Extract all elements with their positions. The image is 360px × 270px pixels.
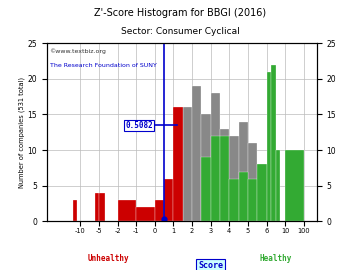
Bar bbox=[99, 193, 105, 221]
Bar bbox=[118, 200, 136, 221]
Bar bbox=[271, 65, 276, 221]
Bar bbox=[164, 179, 174, 221]
Text: Z'-Score Histogram for BBGI (2016): Z'-Score Histogram for BBGI (2016) bbox=[94, 8, 266, 18]
Bar bbox=[211, 93, 220, 221]
Bar bbox=[73, 200, 77, 221]
Bar bbox=[220, 129, 229, 221]
Bar bbox=[201, 114, 211, 221]
Bar bbox=[95, 193, 99, 221]
Bar bbox=[183, 107, 192, 221]
Text: 0.5082: 0.5082 bbox=[125, 121, 153, 130]
Bar bbox=[239, 122, 248, 221]
Bar bbox=[285, 150, 304, 221]
Bar bbox=[229, 136, 239, 221]
Text: The Research Foundation of SUNY: The Research Foundation of SUNY bbox=[50, 63, 156, 68]
Bar bbox=[174, 107, 183, 221]
Bar bbox=[136, 207, 155, 221]
Text: Score: Score bbox=[198, 261, 223, 270]
Text: ©www.textbiz.org: ©www.textbiz.org bbox=[50, 49, 106, 54]
Bar bbox=[229, 179, 239, 221]
Bar bbox=[257, 164, 266, 221]
Bar bbox=[192, 86, 201, 221]
Bar bbox=[155, 200, 164, 221]
Bar bbox=[248, 179, 257, 221]
Text: Sector: Consumer Cyclical: Sector: Consumer Cyclical bbox=[121, 27, 239, 36]
Bar bbox=[276, 150, 280, 221]
Bar bbox=[239, 171, 248, 221]
Bar bbox=[266, 72, 271, 221]
Bar bbox=[211, 136, 220, 221]
Bar bbox=[201, 157, 211, 221]
Bar bbox=[220, 136, 229, 221]
Y-axis label: Number of companies (531 total): Number of companies (531 total) bbox=[18, 77, 25, 188]
Text: Unhealthy: Unhealthy bbox=[87, 254, 129, 263]
Text: Healthy: Healthy bbox=[260, 254, 292, 263]
Bar bbox=[248, 143, 257, 221]
